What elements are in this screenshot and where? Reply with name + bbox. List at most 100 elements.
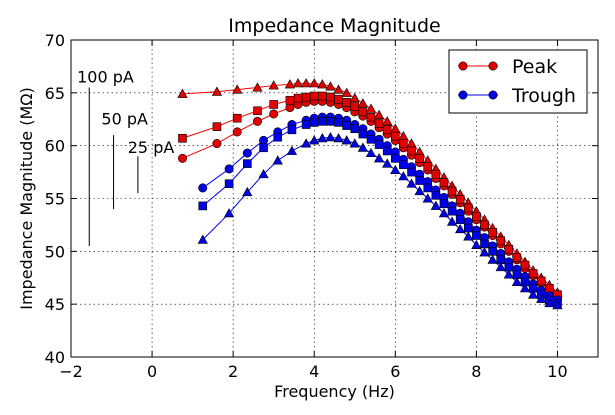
data-point (232, 127, 242, 137)
data-point (366, 135, 376, 144)
data-point (318, 91, 327, 101)
data-point (292, 78, 304, 88)
data-point (334, 94, 343, 104)
data-point (198, 183, 208, 193)
data-point (382, 158, 393, 168)
data-point (365, 147, 377, 158)
data-point (407, 146, 416, 156)
data-point (198, 201, 208, 211)
y-tick-label: 55 (45, 190, 65, 209)
data-point (366, 112, 376, 122)
data-point (243, 159, 252, 168)
data-point (212, 139, 222, 149)
data-point (268, 80, 279, 90)
data-point (528, 289, 539, 299)
data-point (325, 81, 336, 91)
y-tick-label: 70 (45, 31, 65, 50)
data-point (439, 199, 449, 209)
data-point (374, 119, 384, 128)
data-point (382, 146, 392, 156)
data-point (552, 300, 563, 310)
data-point (480, 239, 489, 249)
data-point (326, 92, 335, 102)
legend-marker (458, 90, 468, 100)
data-point (333, 133, 344, 143)
data-point (317, 79, 328, 89)
data-point (455, 223, 466, 234)
data-point (512, 253, 522, 262)
data-point (520, 260, 530, 270)
data-point (455, 195, 465, 204)
data-point (326, 117, 335, 126)
data-point (446, 216, 458, 226)
data-point (439, 178, 449, 187)
data-point (511, 276, 523, 286)
data-point (342, 121, 351, 130)
data-point (398, 171, 409, 181)
data-point (252, 116, 262, 126)
x-tick-label: 8 (471, 362, 481, 381)
data-point (374, 140, 384, 149)
data-point (472, 231, 481, 240)
x-axis-label: Frequency (Hz) (274, 382, 395, 401)
data-point (365, 103, 377, 113)
data-point (415, 154, 424, 163)
data-point (286, 145, 298, 155)
data-point (391, 154, 400, 163)
data-point (407, 167, 416, 177)
data-point (258, 168, 269, 179)
data-point (463, 203, 473, 213)
data-point (391, 131, 400, 141)
data-point (495, 261, 506, 272)
scale-bar-label: 50 pA (101, 110, 148, 129)
data-point (399, 160, 408, 169)
data-point (373, 153, 385, 163)
data-point (309, 135, 320, 145)
data-point (496, 236, 506, 246)
legend-marker (458, 61, 468, 71)
data-point (382, 116, 393, 126)
data-point (301, 78, 312, 88)
y-axis-label: Impedance Magnitude (MΩ) (17, 87, 36, 310)
data-point (480, 220, 489, 230)
data-point (287, 125, 297, 135)
data-point (455, 215, 465, 224)
y-tick-label: 40 (45, 348, 65, 367)
data-point (350, 102, 360, 111)
data-point (536, 293, 547, 303)
data-point (431, 169, 441, 179)
data-point (487, 254, 498, 264)
data-point (519, 283, 531, 293)
data-point (350, 124, 360, 134)
data-point (284, 79, 296, 89)
data-point (259, 143, 268, 153)
legend-marker (488, 61, 498, 71)
data-point (357, 142, 368, 152)
x-tick-label: −2 (59, 362, 83, 381)
data-point (252, 82, 263, 92)
series-peak-square (178, 91, 562, 299)
y-tick-label: 65 (45, 84, 65, 103)
data-point (447, 186, 457, 196)
data-point (349, 138, 360, 148)
legend-box (448, 49, 588, 114)
legend-entry-peak: Peak (458, 56, 557, 78)
data-point (357, 98, 368, 108)
data-point (438, 208, 450, 218)
data-point (269, 100, 278, 109)
data-point (242, 148, 252, 158)
data-point (293, 93, 303, 103)
data-point (309, 78, 320, 88)
data-point (309, 91, 319, 101)
data-point (269, 109, 279, 119)
data-point (253, 106, 262, 116)
data-point (415, 176, 424, 185)
legend-marker (488, 90, 498, 100)
data-point (301, 92, 311, 102)
scale-bars: 100 pA 50 pA 25 pA (77, 67, 174, 247)
data-point (333, 84, 344, 94)
y-tick-label: 60 (45, 137, 65, 156)
data-point (406, 178, 417, 188)
data-point (422, 193, 433, 203)
data-point (414, 185, 425, 196)
